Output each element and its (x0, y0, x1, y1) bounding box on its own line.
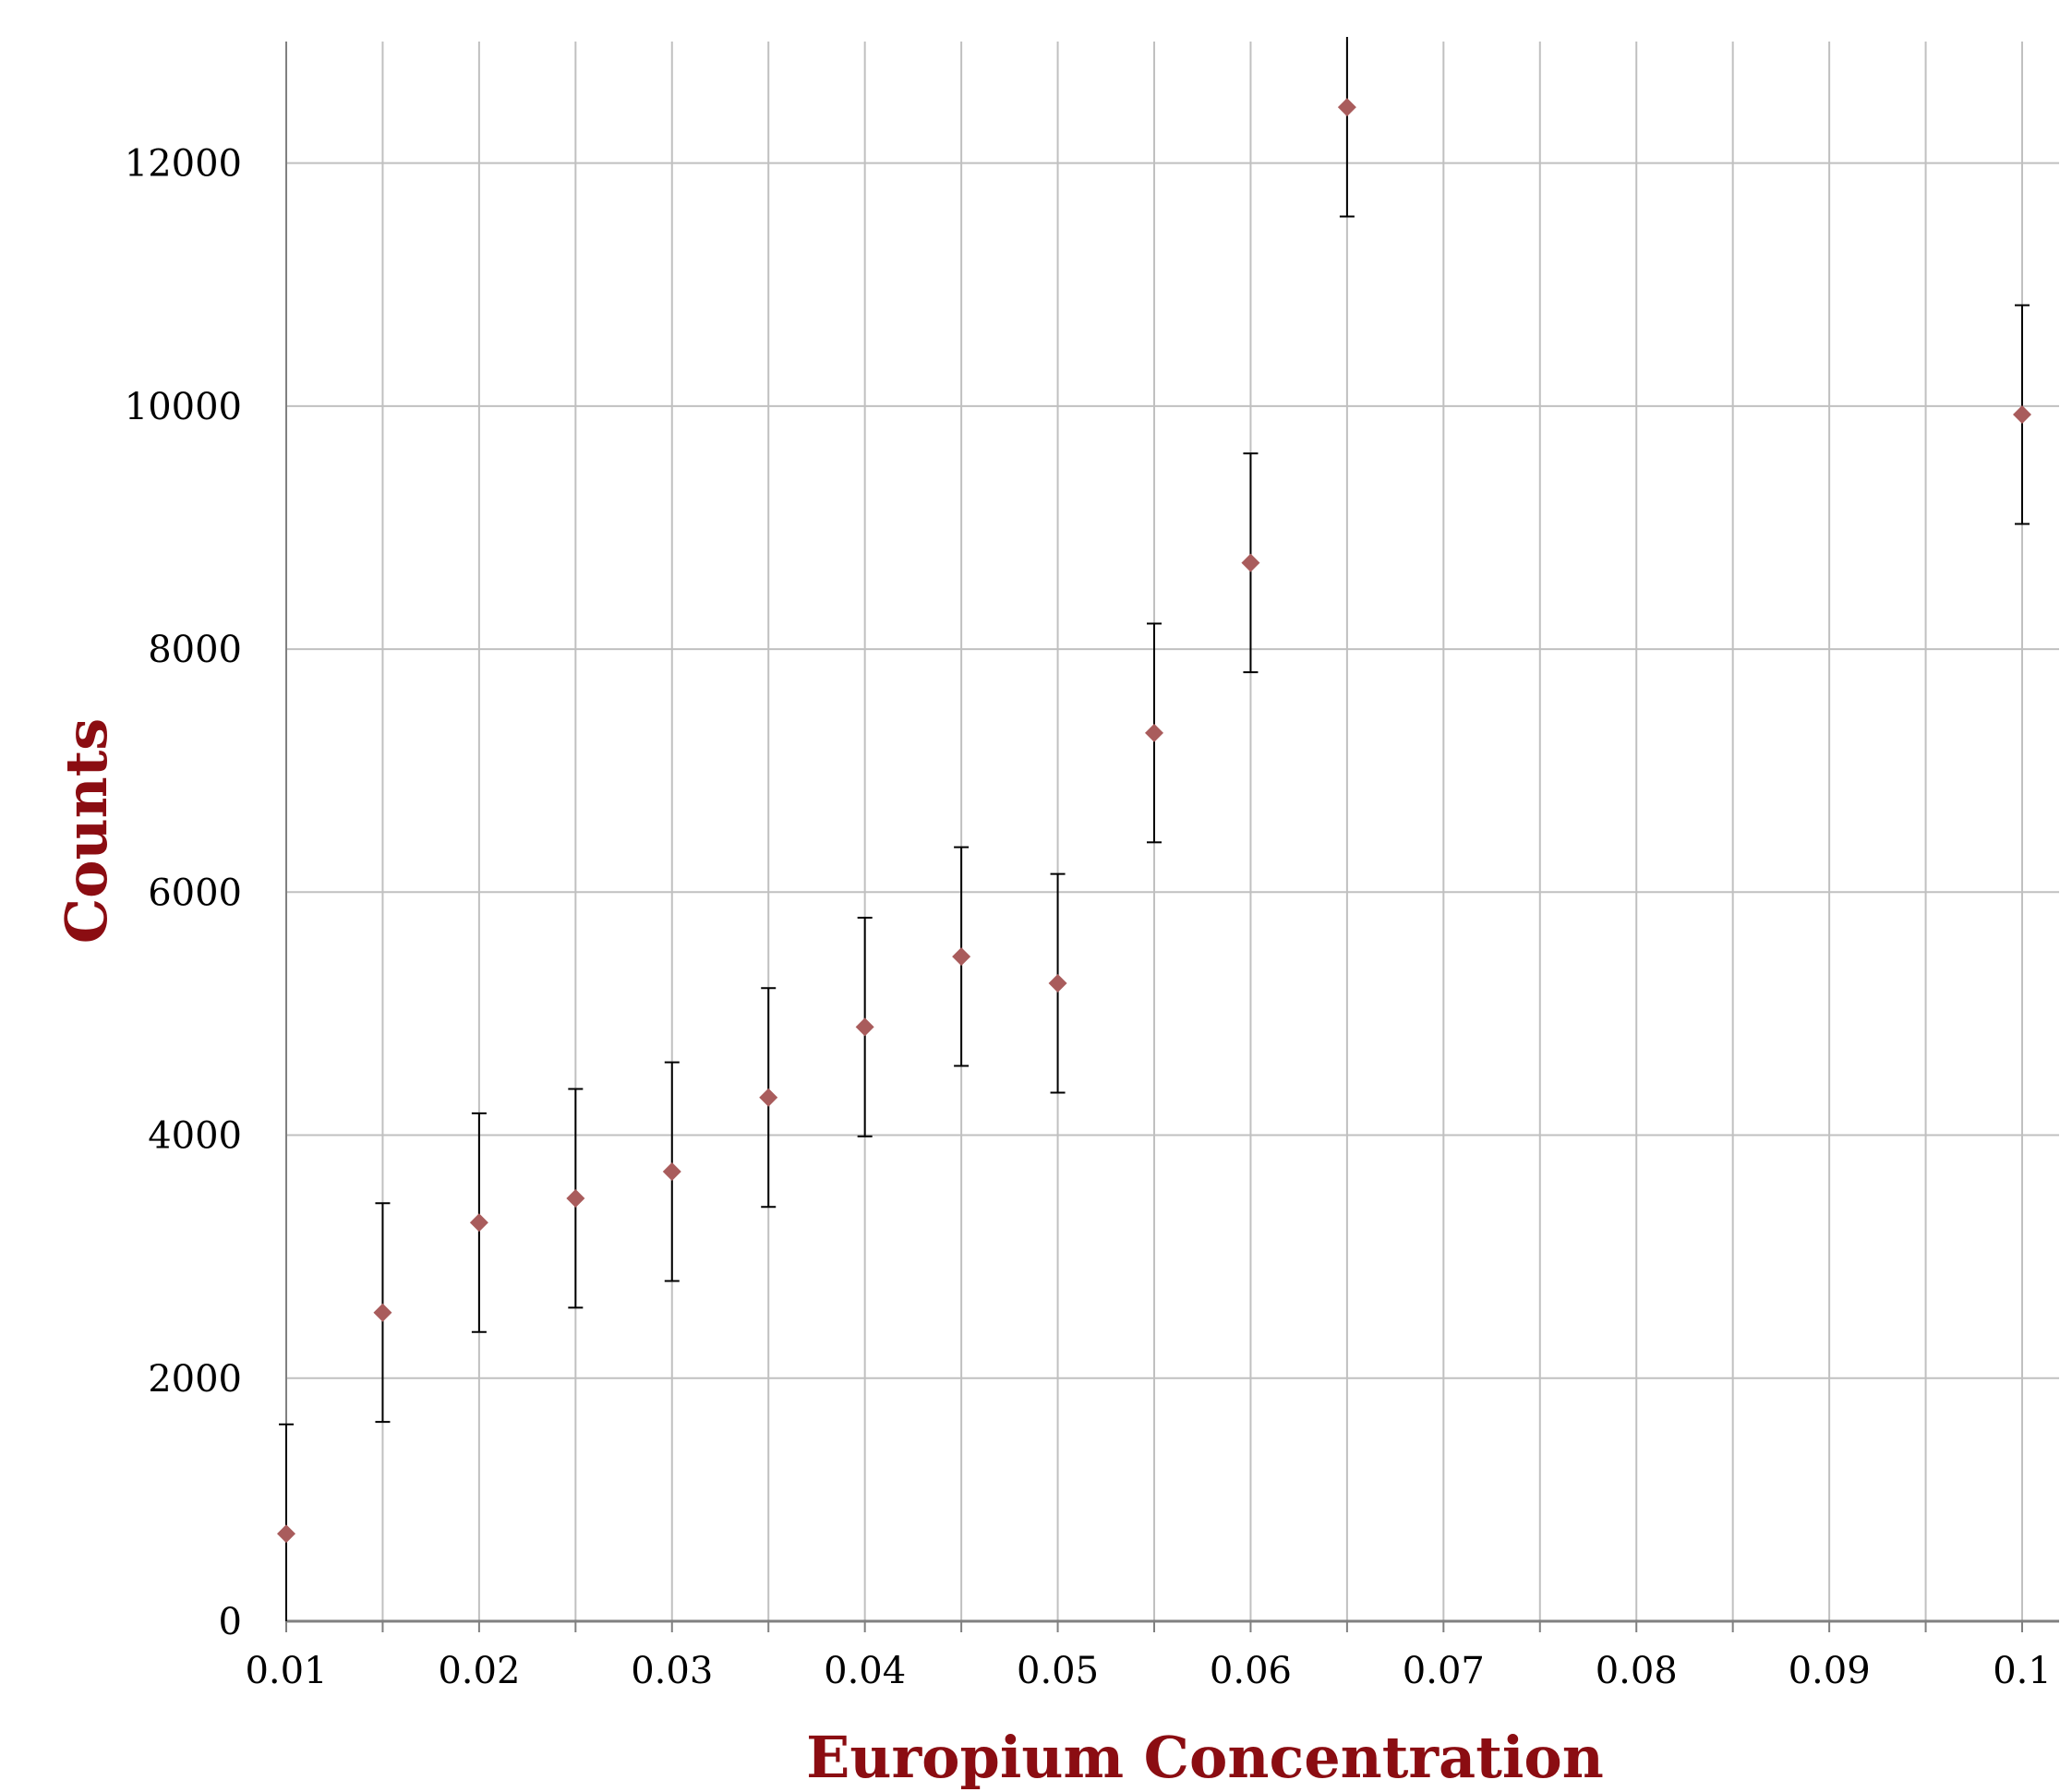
y-tick-label: 2000 (148, 1358, 242, 1401)
data-point (1048, 974, 1067, 993)
y-tick-label: 8000 (148, 629, 242, 671)
y-tick-label: 4000 (148, 1115, 242, 1158)
y-axis-title: Counts (53, 718, 120, 944)
axes (285, 42, 2059, 1632)
data-point (1241, 553, 1260, 572)
y-tick-label: 12000 (125, 143, 242, 186)
y-tick-label: 6000 (148, 872, 242, 914)
x-tick-label: 0.05 (1017, 1650, 1099, 1692)
data-points (277, 98, 2031, 1544)
x-axis-title: Europium Concentration (806, 1724, 1604, 1791)
x-tick-label: 0.09 (1789, 1650, 1871, 1692)
data-point (855, 1017, 874, 1037)
vertical-gridlines (285, 42, 2023, 1621)
x-tick-label: 0.1 (1993, 1650, 2052, 1692)
data-point (759, 1088, 778, 1107)
data-point (277, 1524, 295, 1544)
data-point (1337, 98, 1356, 117)
data-point (2013, 405, 2031, 425)
x-tick-label: 0.02 (438, 1650, 520, 1692)
y-tick-label: 0 (219, 1601, 242, 1643)
x-tick-label: 0.08 (1596, 1650, 1678, 1692)
data-point (469, 1213, 488, 1233)
x-tick-label: 0.04 (824, 1650, 906, 1692)
data-point (566, 1188, 585, 1208)
horizontal-gridlines (286, 162, 2059, 1379)
y-tick-label: 10000 (125, 386, 242, 428)
data-point (662, 1162, 681, 1182)
x-tick-label: 0.06 (1210, 1650, 1292, 1692)
data-point (952, 947, 971, 967)
data-point (373, 1303, 392, 1322)
x-tick-label: 0.07 (1403, 1650, 1485, 1692)
x-tick-labels: 0.01 0.02 0.03 0.04 0.05 0.06 0.07 0.08 0.09 0.1 (245, 1650, 2051, 1692)
x-tick-label: 0.01 (245, 1650, 327, 1692)
x-tick-label: 0.03 (631, 1650, 713, 1692)
y-tick-labels: 0 2000 4000 6000 8000 10000 12000 (125, 143, 242, 1643)
data-point (1145, 723, 1163, 742)
